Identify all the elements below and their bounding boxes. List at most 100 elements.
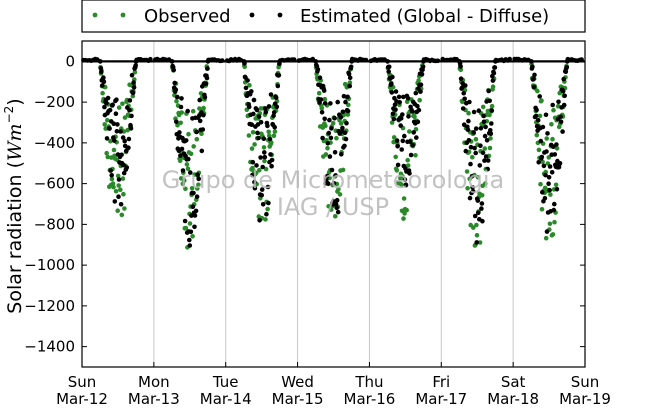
legend: Observed Estimated (Global - Diffuse) [81,0,586,33]
observed-point [125,127,130,133]
observed-point [111,147,117,153]
observed-point [479,193,485,198]
estimated-point [113,111,119,116]
estimated-point [419,71,425,77]
estimated-point [552,152,558,157]
estimated-point [386,64,392,70]
estimated-point [124,165,130,170]
observed-point [119,212,125,218]
estimated-point [396,94,402,100]
estimated-point [114,129,120,134]
estimated-point [193,208,199,214]
estimated-point [116,177,122,182]
estimated-point [257,218,262,223]
observed-point [340,167,346,173]
observed-point [338,121,344,126]
estimated-point [400,112,405,117]
observed-point [477,240,483,245]
observed-point [400,174,405,179]
estimated-point [535,118,541,123]
estimated-point [109,173,114,178]
observed-point [122,115,128,120]
estimated-point [276,72,282,78]
observed-point [250,130,256,135]
estimated-point [471,109,477,115]
estimated-point [560,129,565,134]
estimated-point [116,194,121,199]
estimated-point [399,147,405,152]
estimated-point [543,172,548,178]
estimated-point [194,194,200,199]
observed-point [550,232,556,237]
estimated-point [172,80,177,86]
plot-frame [81,40,586,368]
estimated-point [468,161,473,167]
observed-point [105,154,111,160]
observed-point [121,129,127,134]
observed-point [323,152,329,157]
estimated-point [472,145,477,151]
estimated-point [107,126,112,131]
estimated-point [268,92,274,97]
estimated-point [414,135,419,140]
x-tick-label-date: Mar-19 [559,390,611,408]
y-tick-label: −800 [34,215,75,233]
estimated-point [479,206,484,211]
observed-point [487,112,492,118]
estimated-point [390,111,396,117]
estimated-point [329,126,334,131]
estimated-point [318,97,324,102]
estimated-point [552,201,557,207]
observed-point [543,235,549,241]
observed-point [544,136,549,141]
estimated-point [195,172,200,177]
observed-point [186,131,191,137]
estimated-point [418,89,423,94]
estimated-point [256,114,262,119]
estimated-point [128,126,134,131]
observed-point [179,110,184,115]
estimated-point [474,240,480,245]
estimated-point [335,209,341,215]
estimated-point [254,163,259,168]
observed-point [540,159,545,165]
estimated-point [269,163,274,169]
observed-point [480,104,486,110]
observed-point [534,132,540,138]
estimated-point [338,115,344,120]
observed-point [337,192,343,197]
observed-point [404,99,410,105]
estimated-point [478,126,484,131]
estimated-point [171,67,176,73]
estimated-point [410,142,416,148]
estimated-point [415,119,421,125]
estimated-point [347,75,353,81]
observed-point [536,147,542,153]
observed-point [201,105,206,111]
estimated-point [258,155,263,160]
estimated-point [482,158,487,163]
y-tick-label: −200 [34,93,75,111]
observed-point [184,162,190,167]
estimated-point [252,185,258,191]
observed-point [546,155,552,160]
estimated-point [558,114,563,120]
observed-point [109,176,115,182]
observed-point [104,150,109,156]
estimated-point [470,185,475,190]
estimated-point [390,74,395,80]
estimated-point [403,182,409,187]
estimated-point [101,75,106,80]
x-tick-label-day: Wed [281,373,314,391]
observed-point [483,181,488,186]
estimated-point [405,95,411,101]
observed-point [105,117,110,123]
estimated-point [490,78,496,83]
estimated-point [487,98,493,104]
y-axis-label: Solar radiation (Wm−2) [2,98,26,313]
estimated-point [507,56,512,62]
observed-point [347,80,353,85]
observed-point [116,183,121,188]
estimated-point [469,174,475,179]
